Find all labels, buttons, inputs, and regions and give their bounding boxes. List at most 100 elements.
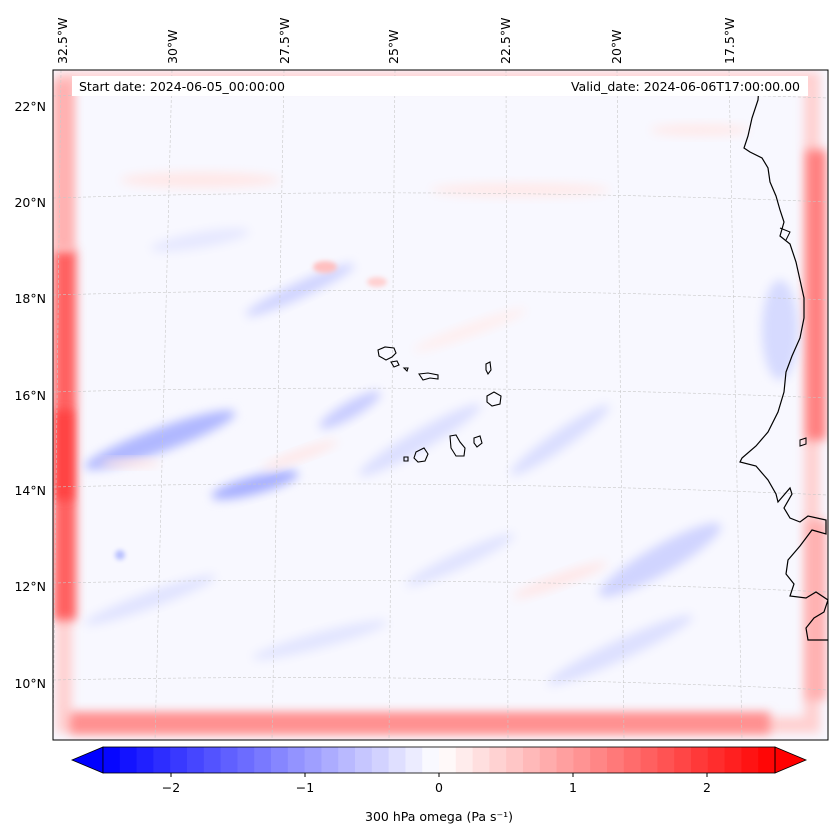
colorbar-step (623, 747, 642, 773)
island-sao-vicente (390, 360, 400, 368)
africa-coastline (739, 85, 828, 641)
colorbar-step (388, 747, 406, 773)
colorbar-step (371, 747, 390, 773)
cape-verde-islands (377, 346, 502, 463)
colorbar-step (355, 747, 373, 773)
gridline-lat (53, 387, 828, 399)
colorbar-step (170, 747, 188, 773)
colorbar-step (607, 747, 625, 773)
map-panel: Start date: 2024-06-05_00:00:00 Valid_da… (52, 69, 829, 741)
lon-label: 22.5°W (498, 18, 513, 64)
gridline-lon (53, 70, 62, 740)
colorbar-step (405, 747, 423, 773)
island-brava (403, 456, 409, 462)
colorbar-step (287, 747, 306, 773)
colorbar-step (271, 747, 289, 773)
island-sao-nicolau (418, 372, 439, 381)
red-patch (262, 440, 338, 470)
colorbar-extend-low (70, 746, 104, 774)
colorbar-step (153, 747, 171, 773)
map-frame (52, 69, 829, 741)
lon-label: 20°W (609, 29, 624, 64)
lat-labels: 22°N 20°N 18°N 16°N 14°N 12°N 10°N (14, 99, 46, 691)
lon-label: 30°W (165, 29, 180, 64)
colorbar-step (489, 747, 507, 773)
colorbar-step (539, 747, 558, 773)
colorbar-extend-high (774, 746, 808, 774)
colorbar-step (741, 747, 759, 773)
island-sal (485, 361, 492, 376)
colorbar-step (338, 747, 356, 773)
lon-label: 17.5°W (722, 18, 737, 64)
colorbar-step (203, 747, 222, 773)
lat-label: 22°N (14, 99, 46, 114)
colorbar-tick-label: −1 (296, 780, 314, 795)
blue-band (252, 620, 388, 660)
gridline-lat (53, 483, 828, 496)
colorbar-step (556, 747, 574, 773)
colorbar: −2 −1 0 1 2 300 hPa omega (Pa s⁻¹) (70, 746, 808, 824)
colorbar-tick-label: −2 (162, 780, 180, 795)
west-boundary-red-top (54, 80, 74, 250)
blue-band (762, 280, 798, 380)
island-santiago (449, 434, 466, 457)
gridline-lat (53, 677, 828, 691)
colorbar-step (707, 747, 726, 773)
colorbar-step (472, 747, 490, 773)
gridline-lon (154, 70, 173, 740)
east-boundary-red-lower (806, 520, 826, 700)
gridline-lat (53, 290, 828, 301)
colorbar-steps (103, 747, 776, 773)
blue-band (598, 522, 722, 598)
colorbar-step (187, 747, 205, 773)
colorbar-step (758, 747, 776, 773)
start-date-label: Start date: 2024-06-05_00:00:00 (79, 79, 285, 94)
lat-label: 20°N (14, 195, 46, 210)
colorbar-step (439, 747, 457, 773)
colorbar-step (455, 747, 474, 773)
blue-band (245, 263, 355, 317)
gridline-lat (53, 192, 828, 203)
gridline-lat (53, 580, 828, 593)
east-boundary-red (806, 150, 826, 440)
colorbar-step (254, 747, 272, 773)
lon-label: 25°W (386, 29, 401, 64)
blue-band (405, 533, 515, 587)
africa-bay (779, 227, 807, 447)
lat-label: 16°N (14, 388, 46, 403)
colorbar-tick-label: 1 (569, 780, 577, 795)
red-patch (413, 308, 527, 352)
red-patch (367, 277, 387, 287)
colorbar-step (422, 747, 440, 773)
colorbar-step (724, 747, 742, 773)
valid-date-label: Valid_date: 2024-06-06T17:00:00.00 (571, 79, 800, 94)
blue-band (359, 403, 481, 477)
blue-band (115, 550, 125, 560)
gridline-lon (616, 70, 625, 740)
colorbar-step (590, 747, 608, 773)
island-santa-luzia (402, 367, 409, 373)
gridline-lon (505, 70, 509, 740)
gridlines (53, 70, 828, 740)
gridline-lon (271, 70, 285, 740)
blue-band (84, 410, 236, 470)
colorbar-tick-label: 2 (703, 780, 711, 795)
island-santo-antao (377, 346, 397, 361)
colorbar-step (237, 747, 255, 773)
blue-band (547, 614, 693, 686)
red-patch (650, 124, 750, 136)
gridline-lon (388, 70, 396, 740)
omega-field (53, 70, 828, 740)
red-patch (313, 261, 337, 273)
lat-label: 14°N (14, 483, 46, 498)
lon-labels: 32.5°W 30°W 27.5°W 25°W 22.5°W 20°W 17.5… (55, 18, 737, 64)
colorbar-step (506, 747, 524, 773)
colorbar-step (321, 747, 339, 773)
lon-label: 27.5°W (277, 18, 292, 64)
lat-label: 18°N (14, 291, 46, 306)
lon-label: 32.5°W (55, 18, 70, 64)
red-patch (512, 561, 608, 599)
lat-label: 10°N (14, 676, 46, 691)
west-boundary-red-core (56, 410, 72, 500)
